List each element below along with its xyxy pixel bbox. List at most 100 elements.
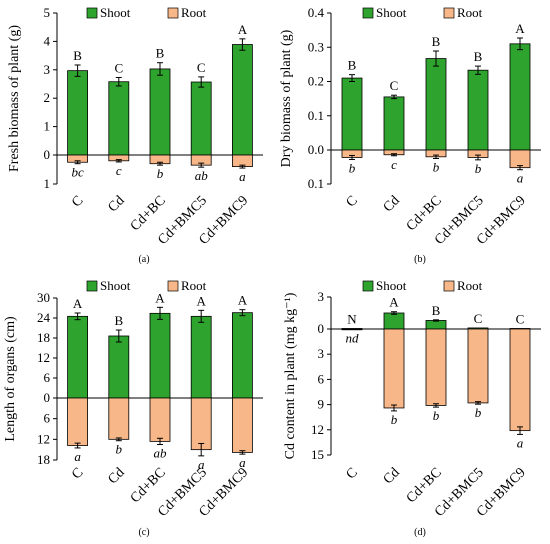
y-axis-title: Cd content in plant (mg kg⁻¹) — [283, 292, 298, 459]
y-tick-label: 0.1 — [308, 108, 324, 123]
panel-c: Shoot Root 0 6 12 18 24 30 6 12 18 Length of organs… — [3, 278, 263, 538]
letter-shoot: A — [73, 296, 83, 311]
x-tick-label: C — [69, 465, 86, 482]
y-axis-title: Fresh biomass of plant (g) — [7, 25, 22, 172]
x-tick-label: Cd — [381, 193, 403, 215]
bar-shoot — [383, 96, 405, 151]
legend-swatch-root — [443, 280, 455, 292]
letter-root: a — [239, 455, 246, 470]
y-tick-label: 0 — [44, 390, 51, 405]
letter-shoot: C — [114, 60, 123, 75]
letter-root: b — [116, 442, 123, 457]
y-tick-label: 12 — [37, 350, 50, 365]
letter-root: a — [517, 171, 524, 186]
x-tick-label: Cd+BC — [128, 193, 169, 234]
letter-shoot: N — [347, 311, 357, 326]
legend-label-root: Root — [181, 5, 207, 20]
letter-shoot: A — [197, 293, 207, 308]
legend: Shoot Root — [86, 278, 207, 293]
bar-root — [108, 397, 130, 440]
legend-swatch-shoot — [362, 7, 374, 19]
bar-root — [509, 328, 531, 432]
bar-root — [190, 397, 212, 451]
letter-root: a — [198, 457, 205, 472]
letter-shoot: B — [114, 313, 123, 328]
y-tick-label: 6 — [44, 370, 51, 385]
legend-label-root: Root — [181, 278, 207, 293]
y-tick-label: 3 — [318, 346, 325, 361]
letter-root: a — [239, 169, 246, 184]
letter-shoot: B — [432, 303, 441, 318]
letter-root: b — [475, 405, 482, 420]
legend-label-root: Root — [457, 278, 483, 293]
letter-shoot: A — [155, 290, 165, 305]
letter-root: a — [517, 435, 524, 450]
bar-shoot — [108, 81, 130, 156]
legend-label-shoot: Shoot — [376, 278, 407, 293]
letter-root: c — [391, 157, 397, 172]
y-tick-label: 9 — [318, 397, 325, 412]
y-tick-label: 0 — [318, 321, 325, 336]
legend-label-shoot: Shoot — [100, 278, 131, 293]
letter-root: ab — [195, 168, 209, 183]
y-tick-label: 2 — [44, 90, 51, 105]
y-tick-label: 15 — [311, 447, 324, 462]
letter-shoot: B — [474, 49, 483, 64]
y-tick-label: 6 — [44, 411, 51, 426]
bar-root — [467, 328, 489, 404]
bar-shoot — [108, 335, 130, 399]
letter-root: b — [475, 161, 482, 176]
letter-root: a — [74, 449, 81, 464]
letter-root: b — [433, 160, 440, 175]
y-tick-label: 0.4 — [308, 5, 325, 20]
y-tick-label: 4 — [44, 33, 51, 48]
bar-shoot — [149, 68, 171, 156]
bar-root — [149, 397, 171, 442]
y-tick-label: 0 — [44, 147, 51, 162]
bar-shoot — [149, 312, 171, 399]
bar-shoot — [231, 44, 253, 156]
legend-swatch-root — [167, 7, 179, 19]
panel-d: Shoot Root 0 3 3 6 9 12 15 Cd content in plant (m… — [283, 278, 541, 538]
x-tick-label: Cd+BC — [404, 465, 445, 506]
bar-shoot — [467, 69, 489, 151]
y-tick-label: 0.3 — [308, 39, 324, 54]
y-tick-label: 18 — [37, 452, 50, 467]
legend-label-root: Root — [457, 5, 483, 20]
bar-root — [341, 328, 363, 331]
legend: Shoot Root — [86, 5, 207, 20]
legend-swatch-shoot — [86, 7, 98, 19]
letter-root: b — [157, 166, 164, 181]
letter-shoot: B — [432, 34, 441, 49]
panel-caption: (d) — [414, 527, 426, 538]
letter-shoot: C — [197, 60, 206, 75]
bar-shoot — [190, 81, 212, 156]
letter-shoot: C — [516, 311, 525, 326]
x-tick-label: Cd — [105, 465, 127, 487]
x-tick-label: C — [69, 193, 86, 210]
bar-shoot — [383, 312, 405, 330]
letter-root: bc — [71, 165, 84, 180]
letter-shoot: A — [389, 295, 399, 310]
letter-root: b — [433, 408, 440, 423]
y-tick-label: 3 — [44, 62, 51, 77]
letter-shoot: B — [156, 46, 165, 61]
bar-shoot — [425, 320, 447, 330]
bar-root — [383, 328, 405, 409]
bar-root — [67, 397, 88, 446]
legend-label-shoot: Shoot — [376, 5, 407, 20]
y-tick-label: 12 — [37, 431, 50, 446]
letter-root: c — [116, 163, 122, 178]
letter-shoot: A — [238, 293, 248, 308]
letter-root: ab — [154, 446, 168, 461]
y-tick-label: 1 — [44, 119, 51, 134]
bar-shoot — [67, 315, 88, 399]
letter-shoot: A — [515, 21, 525, 36]
legend: Shoot Root — [362, 278, 483, 293]
panel-b: Shoot Root 0.0 0.1 0.2 0.3 0.4 0.1 Dry biomass o… — [279, 5, 541, 265]
legend-swatch-root — [443, 7, 455, 19]
panel-caption: (c) — [138, 527, 149, 538]
y-tick-label: 30 — [37, 290, 50, 305]
x-tick-label: C — [344, 465, 361, 482]
letter-root: b — [349, 161, 356, 176]
